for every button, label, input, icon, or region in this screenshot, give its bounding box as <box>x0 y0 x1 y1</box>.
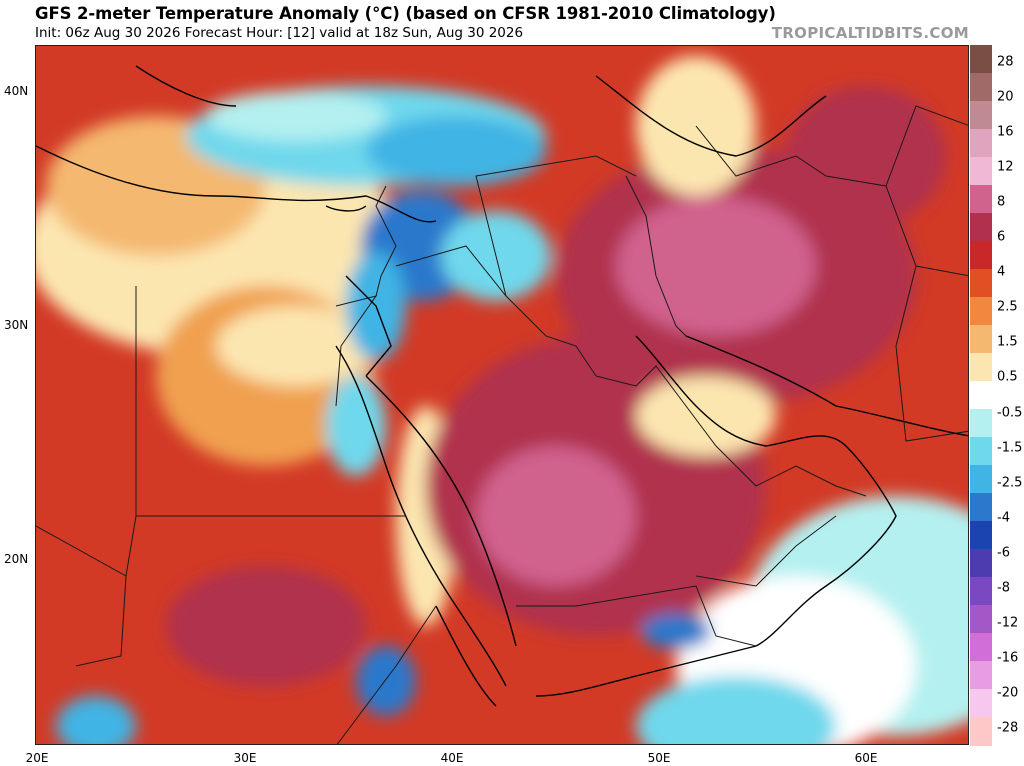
colorbar-label: -28 <box>997 720 1019 736</box>
coastlines <box>36 65 968 707</box>
colorbar-label: -6 <box>997 545 1010 561</box>
colorbar-segment <box>970 493 992 522</box>
colorbar-segment <box>970 213 992 242</box>
colorbar-label: -16 <box>997 650 1019 666</box>
anomaly-field <box>36 56 968 744</box>
colorbar-segment <box>970 73 992 102</box>
colorbar-label: -2.5 <box>997 475 1023 491</box>
colorbar-segment <box>970 269 992 298</box>
colorbar-segment <box>970 241 992 270</box>
colorbar-segment <box>970 381 992 410</box>
chart-title: GFS 2-meter Temperature Anomaly (°C) (ba… <box>35 4 776 23</box>
site-watermark: TROPICALTIDBITS.COM <box>771 24 969 42</box>
forecast-info: Init: 06z Aug 30 2026 Forecast Hour: [12… <box>35 25 524 41</box>
colorbar-segment <box>970 465 992 494</box>
colorbar-segment <box>970 185 992 214</box>
colorbar-label: 8 <box>997 194 1006 210</box>
colorbar-segment <box>970 129 992 158</box>
colorbar-segment <box>970 689 992 718</box>
colorbar-segment <box>970 437 992 466</box>
colorbar-legend <box>970 45 992 746</box>
temperature-anomaly-map <box>35 45 969 745</box>
lon-label-50e: 50E <box>647 751 671 765</box>
colorbar-segment <box>970 717 992 746</box>
colorbar-label: 2.5 <box>997 299 1018 315</box>
lon-label-30e: 30E <box>233 751 257 765</box>
colorbar-label: 16 <box>997 124 1014 140</box>
colorbar-segment <box>970 101 992 130</box>
colorbar-segment <box>970 661 992 690</box>
colorbar-segment <box>970 353 992 382</box>
lat-label-30n: 30N <box>4 318 29 332</box>
colorbar-segment <box>970 325 992 354</box>
map-canvas <box>36 46 968 744</box>
borders <box>36 105 968 744</box>
lat-label-20n: 20N <box>4 552 29 566</box>
colorbar-label: 20 <box>997 89 1014 105</box>
colorbar-label: -4 <box>997 510 1010 526</box>
colorbar-segment <box>970 521 992 550</box>
lon-label-40e: 40E <box>440 751 464 765</box>
colorbar-segment <box>970 605 992 634</box>
colorbar-segment <box>970 549 992 578</box>
colorbar-label: -20 <box>997 685 1019 701</box>
colorbar-segment <box>970 409 992 438</box>
colorbar-segment <box>970 297 992 326</box>
lat-label-40n: 40N <box>4 84 29 98</box>
colorbar-segment <box>970 45 992 74</box>
colorbar-label: 4 <box>997 264 1006 280</box>
colorbar-label: 0.5 <box>997 369 1018 385</box>
colorbar-label: -0.5 <box>997 405 1023 421</box>
lon-label-60e: 60E <box>854 751 878 765</box>
lon-label-20e: 20E <box>25 751 49 765</box>
colorbar-segment <box>970 577 992 606</box>
colorbar-label: -1.5 <box>997 440 1023 456</box>
colorbar-label: 12 <box>997 159 1014 175</box>
colorbar-segment <box>970 633 992 662</box>
colorbar-label: 28 <box>997 54 1014 70</box>
colorbar-label: 1.5 <box>997 334 1018 350</box>
colorbar-label: -8 <box>997 580 1010 596</box>
colorbar-label: 6 <box>997 229 1006 245</box>
colorbar-segment <box>970 157 992 186</box>
colorbar-label: -12 <box>997 615 1019 631</box>
